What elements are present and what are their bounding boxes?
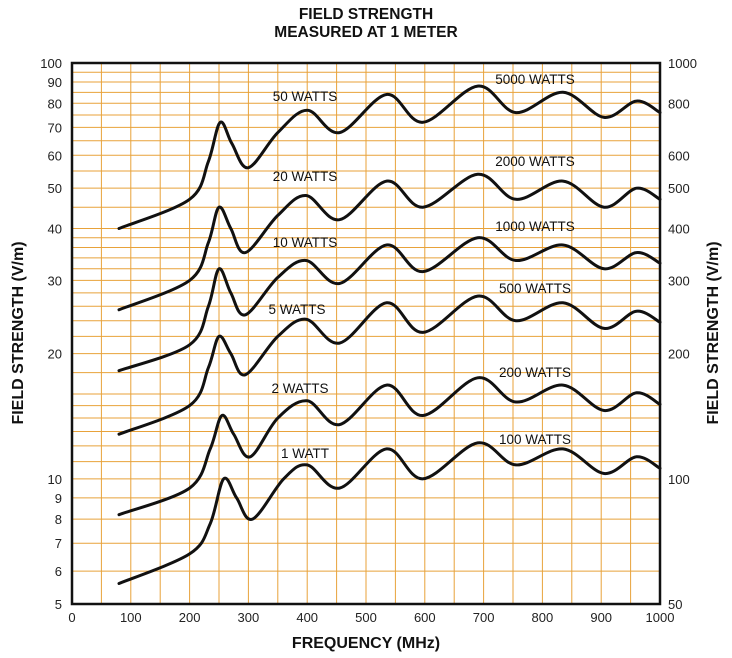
y-tick-label-right: 600 xyxy=(668,148,690,163)
y-tick-label-left: 20 xyxy=(48,347,62,362)
series-label-left: 50 WATTS xyxy=(273,89,338,104)
y-tick-label-right: 100 xyxy=(668,472,690,487)
y-tick-label-left: 10 xyxy=(48,472,62,487)
y-tick-label-right: 1000 xyxy=(668,56,697,71)
y-tick-label-left: 9 xyxy=(55,491,62,506)
curve-labels: 1 WATT 100 WATTS 2 WATTS 200 WATTS 5 WATTS 50… xyxy=(269,72,575,461)
series-line xyxy=(117,236,662,373)
y-tick-label-left: 8 xyxy=(55,512,62,527)
x-tick-label: 1000 xyxy=(646,610,675,625)
chart-title: FIELD STRENGTH xyxy=(298,6,434,23)
x-tick-label: 200 xyxy=(179,610,201,625)
plot-frame xyxy=(70,61,662,606)
series-line xyxy=(117,376,662,517)
series-line xyxy=(117,294,662,436)
x-tick-label: 100 xyxy=(120,610,142,625)
chart-grid xyxy=(72,63,660,604)
series-line xyxy=(117,441,662,585)
y-tick-label-left: 6 xyxy=(55,564,62,579)
chart-subtitle: MEASURED AT 1 METER xyxy=(274,24,458,41)
y-tick-label-left: 100 xyxy=(40,56,62,71)
y-tick-label-right: 400 xyxy=(668,221,690,236)
y-tick-label-left: 50 xyxy=(48,181,62,196)
series-line xyxy=(117,172,662,312)
series-label-right: 5000 WATTS xyxy=(495,72,575,87)
y-tick-label-right: 800 xyxy=(668,96,690,111)
x-tick-label: 900 xyxy=(590,610,612,625)
x-tick-label: 0 xyxy=(68,610,75,625)
y-tick-label-right: 200 xyxy=(668,347,690,362)
y-tick-label-right: 50 xyxy=(668,597,682,612)
y-tick-label-right: 500 xyxy=(668,181,690,196)
series-label-left: 2 WATTS xyxy=(272,381,329,396)
chart-ticks: 0 100 200 300 400 500 600 700 800 900 1000 5 6 7 8 9 10 2… xyxy=(40,56,697,625)
y-tick-label-left: 70 xyxy=(48,120,62,135)
series-label-right: 2000 WATTS xyxy=(495,154,575,169)
series-label-left: 5 WATTS xyxy=(269,302,326,317)
y-axis-title-left: FIELD STRENGTH (V/m) xyxy=(10,241,27,424)
y-tick-label-left: 80 xyxy=(48,96,62,111)
x-tick-label: 300 xyxy=(238,610,260,625)
y-tick-label-left: 5 xyxy=(55,597,62,612)
series-label-right: 100 WATTS xyxy=(499,432,571,447)
x-tick-label: 600 xyxy=(414,610,436,625)
x-tick-label: 400 xyxy=(296,610,318,625)
x-tick-label: 800 xyxy=(532,610,554,625)
y-tick-label-left: 60 xyxy=(48,148,62,163)
series-line xyxy=(117,84,662,230)
y-tick-label-left: 40 xyxy=(48,221,62,236)
series-label-left: 10 WATTS xyxy=(273,235,338,250)
series-label-right: 200 WATTS xyxy=(499,365,571,380)
x-tick-label: 700 xyxy=(473,610,495,625)
chart-curves xyxy=(117,84,662,585)
series-label-right: 500 WATTS xyxy=(499,281,571,296)
y-tick-label-right: 300 xyxy=(668,273,690,288)
series-label-left: 20 WATTS xyxy=(273,169,338,184)
y-tick-label-left: 90 xyxy=(48,75,62,90)
x-tick-label: 500 xyxy=(355,610,377,625)
series-label-left: 1 WATT xyxy=(281,446,329,461)
y-tick-label-left: 7 xyxy=(55,536,62,551)
series-label-right: 1000 WATTS xyxy=(495,219,575,234)
y-axis-title-right: FIELD STRENGTH (V/m) xyxy=(705,241,722,424)
y-tick-label-left: 30 xyxy=(48,273,62,288)
x-axis-title: FREQUENCY (MHz) xyxy=(292,635,440,652)
